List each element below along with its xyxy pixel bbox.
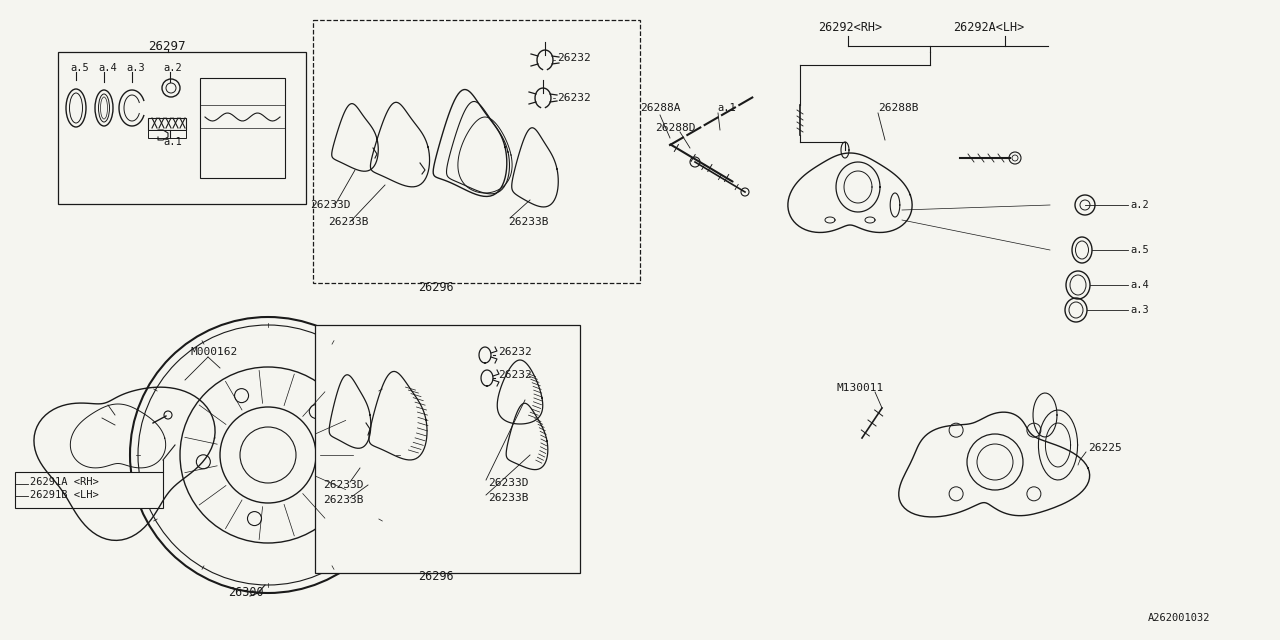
Bar [315,325,580,573]
Text: 26225: 26225 [1088,443,1121,453]
Text: a.5: a.5 [1130,245,1148,255]
Text: 26296: 26296 [419,570,453,582]
Text: a.1: a.1 [163,137,182,147]
Text: 26296: 26296 [419,280,453,294]
Text: a.2: a.2 [1130,200,1148,210]
Text: a.3: a.3 [125,63,145,73]
Text: 26288D: 26288D [655,123,695,133]
Text: 26233B: 26233B [508,217,549,227]
Bar [148,130,186,138]
Text: a.1: a.1 [717,103,736,113]
Text: 26292<RH>: 26292<RH> [818,20,882,33]
Text: 26233B: 26233B [323,495,364,505]
Text: 26288A: 26288A [640,103,681,113]
Text: M130011: M130011 [836,383,883,393]
Bar [200,78,285,178]
Text: 26233D: 26233D [488,478,529,488]
Text: 26233D: 26233D [323,480,364,490]
Text: a.4: a.4 [1130,280,1148,290]
Text: a.3: a.3 [1130,305,1148,315]
Text: 26233B: 26233B [328,217,369,227]
Bar [314,20,640,283]
Text: M000162: M000162 [189,347,237,357]
Text: A262001032: A262001032 [1148,613,1211,623]
Bar [148,118,186,130]
Bar [58,52,306,204]
Text: 26300: 26300 [228,586,264,598]
Text: 26233D: 26233D [310,200,351,210]
Text: 26291A <RH>: 26291A <RH> [29,477,99,487]
Text: 26232: 26232 [557,53,591,63]
Bar [15,472,163,508]
Text: a.2: a.2 [163,63,182,73]
Text: 26288B: 26288B [878,103,919,113]
Text: 26291B <LH>: 26291B <LH> [29,490,99,500]
Text: 26233B: 26233B [488,493,529,503]
Text: a.5: a.5 [70,63,88,73]
Text: 26232: 26232 [498,347,531,357]
Text: 26232: 26232 [557,93,591,103]
Text: 26292A<LH>: 26292A<LH> [954,20,1024,33]
Text: a.4: a.4 [99,63,116,73]
Text: 26232: 26232 [498,370,531,380]
Text: 26297: 26297 [148,40,186,52]
